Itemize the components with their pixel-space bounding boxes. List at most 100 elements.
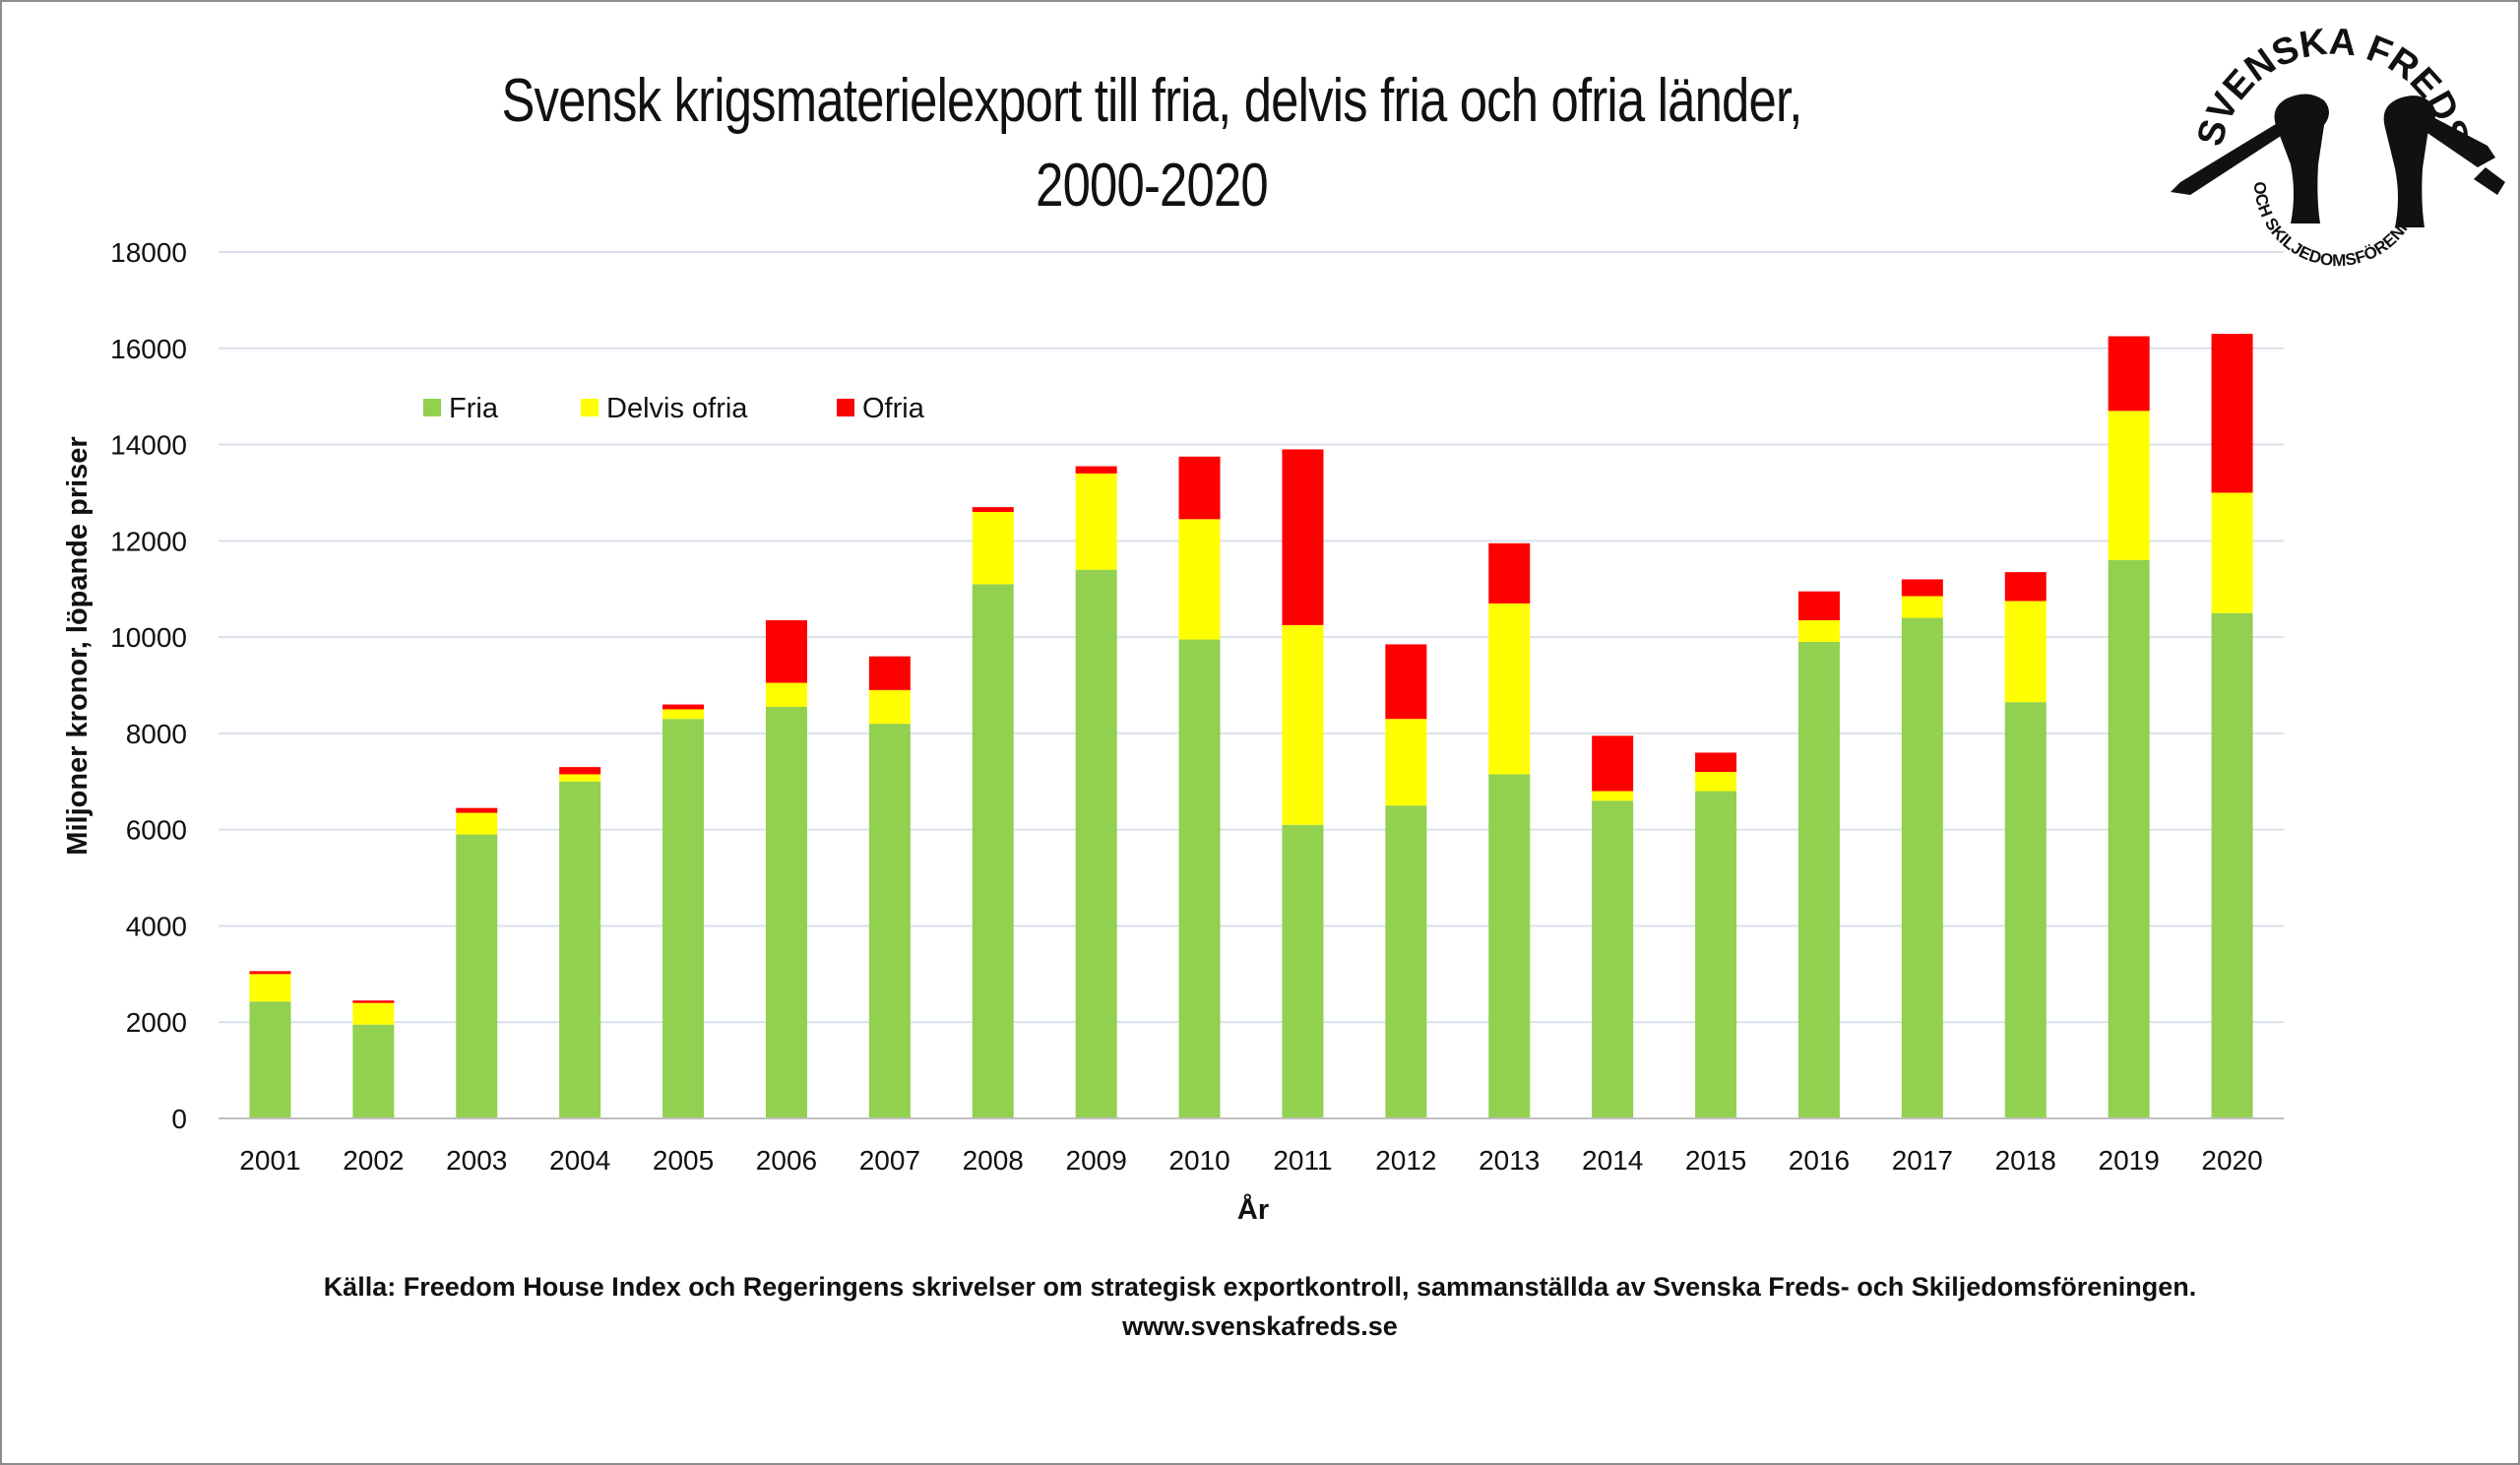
bar-fria-2016	[1797, 642, 1840, 1118]
bar-ofria-2002	[352, 1000, 395, 1003]
legend-label-ofria: Ofria	[862, 393, 925, 424]
bar-ofria-2012	[1385, 644, 1427, 720]
bar-delvis-ofria-2016	[1797, 620, 1840, 642]
bar-delvis-ofria-2012	[1385, 719, 1427, 806]
bar-delvis-ofria-2017	[1901, 596, 1943, 618]
x-tick-label: 2011	[1273, 1145, 1332, 1176]
bar-ofria-2006	[765, 620, 807, 683]
y-tick-label: 2000	[126, 1007, 187, 1038]
x-tick-labels: 2001 2002 2003 2004 2005 2006 2007 2008 2009 2010…	[239, 1145, 2262, 1176]
bar-delvis-ofria-2015	[1695, 772, 1737, 792]
bar-delvis-ofria-2001	[249, 974, 291, 1002]
bar-fria-2007	[868, 724, 911, 1118]
source-url: www.svenskafreds.se	[1122, 1311, 1398, 1341]
bar-fria-2020	[2211, 612, 2253, 1118]
x-tick-label: 2003	[446, 1145, 507, 1176]
x-tick-label: 2007	[859, 1145, 920, 1176]
y-tick-label: 14000	[110, 430, 187, 461]
bar-ofria-2017	[1901, 579, 1943, 597]
bar-fria-2012	[1385, 805, 1427, 1118]
x-tick-label: 2017	[1892, 1145, 1953, 1176]
bar-fria-2018	[2004, 702, 2047, 1118]
x-tick-label: 2001	[239, 1145, 300, 1176]
bar-ofria-2014	[1592, 735, 1634, 792]
bar-fria-2004	[559, 781, 601, 1118]
x-tick-label: 2015	[1685, 1145, 1746, 1176]
x-tick-label: 2012	[1375, 1145, 1436, 1176]
bar-ofria-2013	[1488, 542, 1531, 604]
y-tick-labels: 0 2000 4000 6000 8000 10000 12000 14000 16000 180…	[110, 237, 187, 1134]
bar-delvis-ofria-2007	[868, 689, 911, 725]
bar-fria-2008	[972, 584, 1014, 1118]
bar-ofria-2001	[249, 971, 291, 975]
bar-delvis-ofria-2013	[1488, 603, 1531, 775]
bar-fria-2003	[456, 834, 498, 1118]
bar-fria-2015	[1695, 791, 1737, 1118]
gridlines	[219, 251, 2284, 1024]
x-tick-label: 2014	[1582, 1145, 1643, 1176]
x-tick-label: 2006	[756, 1145, 817, 1176]
bar-fria-2017	[1901, 617, 1943, 1118]
bar-fria-2006	[765, 707, 807, 1118]
bar-ofria-2019	[2108, 336, 2150, 412]
bars	[249, 334, 2253, 1118]
bar-fria-2013	[1488, 774, 1531, 1118]
legend-label-delvis-ofria: Delvis ofria	[606, 393, 748, 424]
broken-rifle-icon	[2171, 94, 2505, 227]
x-tick-label: 2016	[1789, 1145, 1850, 1176]
bar-delvis-ofria-2010	[1178, 519, 1221, 640]
bar-delvis-ofria-2005	[662, 709, 705, 720]
bar-fria-2005	[662, 719, 705, 1118]
bar-ofria-2008	[972, 507, 1014, 512]
x-tick-label: 2013	[1479, 1145, 1540, 1176]
bar-delvis-ofria-2018	[2004, 601, 2047, 703]
bar-fria-2011	[1282, 824, 1324, 1118]
bar-delvis-ofria-2002	[352, 1002, 395, 1025]
y-tick-label: 18000	[110, 237, 187, 268]
x-axis-label: År	[1237, 1193, 1269, 1226]
bar-fria-2001	[249, 1001, 291, 1118]
bar-delvis-ofria-2011	[1282, 624, 1324, 825]
chart-title: Svensk krigsmaterielexport till fria, de…	[167, 59, 2136, 228]
legend-swatch-delvis-ofria	[581, 399, 598, 416]
bar-ofria-2015	[1695, 752, 1737, 772]
x-tick-label: 2002	[343, 1145, 404, 1176]
bar-ofria-2010	[1178, 456, 1221, 520]
legend-label-fria: Fria	[449, 393, 499, 424]
bar-ofria-2011	[1282, 449, 1324, 625]
bar-ofria-2007	[868, 656, 911, 690]
x-tick-label: 2008	[963, 1145, 1024, 1176]
bar-ofria-2004	[559, 767, 601, 775]
x-tick-label: 2005	[653, 1145, 714, 1176]
chart-title-line2: 2000-2020	[1036, 152, 1269, 220]
bar-delvis-ofria-2019	[2108, 411, 2150, 560]
bar-ofria-2016	[1797, 591, 1840, 620]
bar-ofria-2018	[2004, 572, 2047, 602]
svenska-freds-logo: SVENSKA FREDS OCH SKILJEDOMSFÖRENINGEN	[2171, 21, 2505, 270]
bar-fria-2010	[1178, 639, 1221, 1118]
x-tick-label: 2020	[2201, 1145, 2262, 1176]
bar-delvis-ofria-2009	[1075, 473, 1117, 570]
y-tick-label: 16000	[110, 334, 187, 364]
x-tick-label: 2019	[2099, 1145, 2160, 1176]
y-tick-label: 8000	[126, 719, 187, 749]
source-line1: Källa: Freedom House Index och Regeringe…	[323, 1272, 2197, 1302]
y-tick-label: 6000	[126, 815, 187, 846]
y-axis-label: Miljoner kronor, löpande priser	[62, 436, 94, 855]
bar-fria-2009	[1075, 569, 1117, 1118]
x-tick-label: 2010	[1168, 1145, 1229, 1176]
bar-fria-2002	[352, 1024, 395, 1118]
bar-ofria-2003	[456, 807, 498, 813]
bar-delvis-ofria-2006	[765, 682, 807, 707]
x-tick-label: 2018	[1995, 1145, 2056, 1176]
y-tick-label: 12000	[110, 526, 187, 556]
bar-ofria-2020	[2211, 334, 2253, 493]
bar-fria-2014	[1592, 800, 1634, 1118]
x-tick-label: 2004	[549, 1145, 610, 1176]
y-tick-label: 10000	[110, 622, 187, 653]
bar-delvis-ofria-2008	[972, 512, 1014, 585]
bar-delvis-ofria-2004	[559, 774, 601, 782]
y-tick-label: 4000	[126, 911, 187, 941]
legend-swatch-ofria	[837, 399, 854, 416]
